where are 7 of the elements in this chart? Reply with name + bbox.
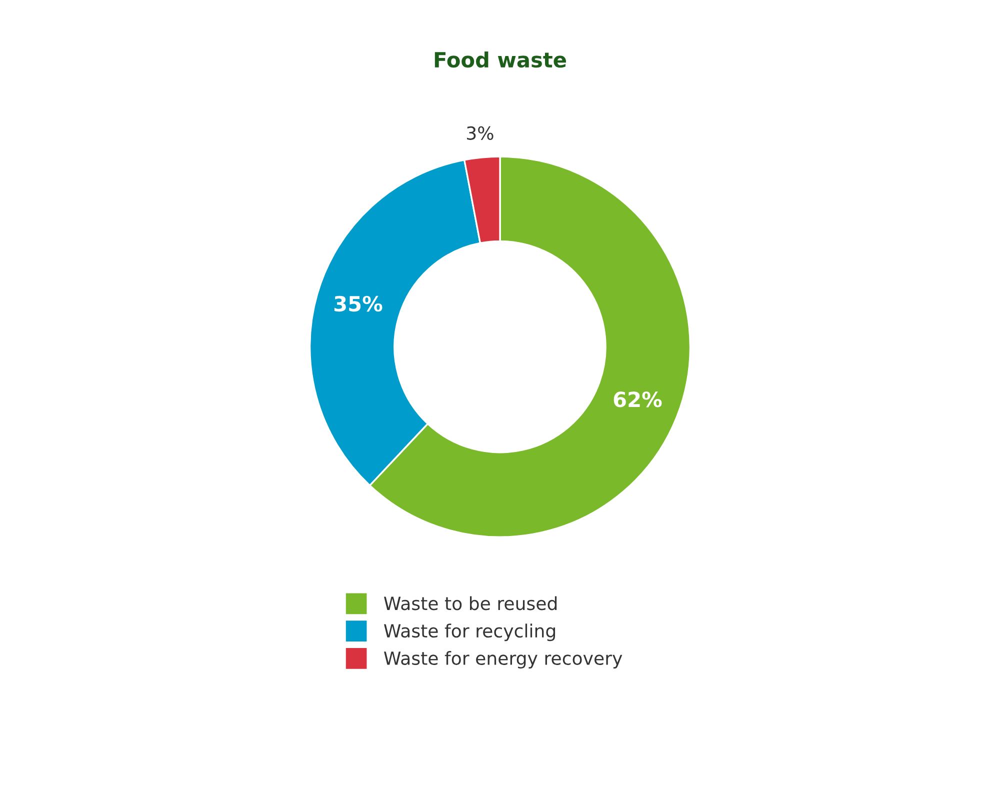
legend-label: Waste to be reused: [384, 596, 557, 610]
data-label: 62%: [614, 392, 662, 408]
data-label: 3%: [467, 126, 494, 140]
chart-title: Food waste: [434, 52, 566, 68]
data-label: 35%: [334, 296, 382, 312]
legend-label: Waste for energy recovery: [384, 651, 622, 669]
legend-label: Waste for recycling: [384, 624, 556, 642]
